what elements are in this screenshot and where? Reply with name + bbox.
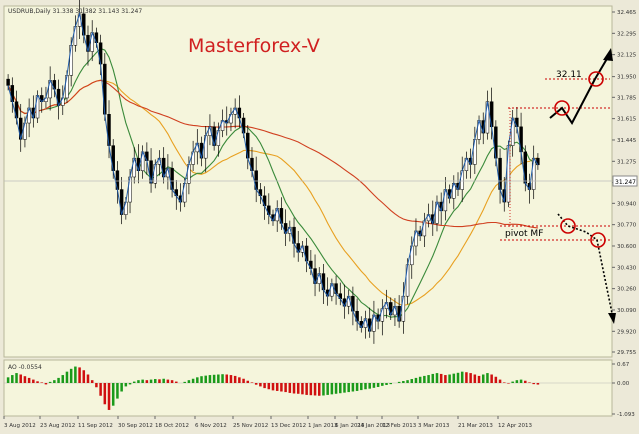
candle-body xyxy=(536,157,540,166)
x-tick-label: 1 Jan 2013 xyxy=(308,423,338,429)
y-tick-label: 31.445 xyxy=(617,138,637,144)
x-tick-label: 6 Nov 2012 xyxy=(195,423,227,429)
x-tick-label: 13 Dec 2012 xyxy=(271,423,306,429)
x-tick-label: 6 Jan 2013 xyxy=(335,423,365,429)
y-tick-label: 31.615 xyxy=(617,117,637,123)
price-panel xyxy=(3,5,613,358)
x-tick-label: 12 Feb 2013 xyxy=(382,423,417,429)
y-tick-label: 30.600 xyxy=(617,244,637,250)
y-tick-label: 31.785 xyxy=(617,95,637,101)
y-tick-label: 29.755 xyxy=(617,350,637,356)
ao-label: AO -0.0554 xyxy=(8,364,42,371)
x-axis: 3 Aug 2012 23 Aug 2012 11 Sep 2012 30 Sep 2… xyxy=(3,416,533,429)
close-line xyxy=(7,11,539,334)
y-tick-label: 29.920 xyxy=(617,329,637,335)
x-tick-label: 11 Sep 2012 xyxy=(78,423,113,429)
y-tick-label: 32.465 xyxy=(617,10,637,16)
y-tick-label: 30.940 xyxy=(617,201,637,207)
ma-fast xyxy=(7,47,538,318)
x-tick-label: 23 Aug 2012 xyxy=(40,423,75,429)
x-tick-label: 18 Oct 2012 xyxy=(155,423,189,429)
current-price-box xyxy=(612,175,638,187)
y-tick-label: 30.770 xyxy=(617,223,637,229)
bearish-arrowhead xyxy=(608,313,616,324)
circle-marker-2 xyxy=(588,71,604,87)
x-tick-label: 24 Jan 2013 xyxy=(357,423,390,429)
x-tick-label: 25 Nov 2012 xyxy=(233,423,268,429)
circle-marker-1 xyxy=(554,100,570,116)
x-tick-label: 21 Mar 2013 xyxy=(458,423,493,429)
chart-header: USDRUB,Daily 31.338 31.382 31.143 31.247 xyxy=(8,8,142,15)
moving-averages xyxy=(7,47,539,318)
ma-long xyxy=(7,79,538,229)
pivot-label: pivot MF xyxy=(505,229,543,239)
y-tick-label: 30.260 xyxy=(617,287,637,293)
y-tick-label: 30.090 xyxy=(617,308,637,314)
ao-bars xyxy=(6,366,540,410)
y-tick-label: 32.125 xyxy=(617,53,637,59)
price-line xyxy=(7,11,539,334)
bullish-scenario-arrow xyxy=(549,56,609,125)
ao-tick-label: -1.093 xyxy=(617,412,635,418)
x-tick-label: 30 Sep 2012 xyxy=(118,423,153,429)
y-tick-label: 32.295 xyxy=(617,31,637,37)
current-price-label: 31.247 xyxy=(615,179,636,186)
x-tick-label: 12 Apr 2013 xyxy=(498,423,533,429)
y-tick-label: 31.275 xyxy=(617,159,637,165)
ao-tick-label: 0.00 xyxy=(617,381,630,387)
x-tick-label: 3 Aug 2012 xyxy=(4,423,36,429)
bullish-arrowhead xyxy=(603,48,613,61)
y-tick-label: 30.430 xyxy=(617,265,637,271)
circle-marker-4 xyxy=(590,232,606,248)
watermark: Masterforex-V xyxy=(188,35,320,57)
candle-body xyxy=(6,78,10,86)
level-label: 32.11 xyxy=(556,70,582,80)
indicator-panel xyxy=(3,359,613,417)
circle-marker-3 xyxy=(560,218,576,234)
y-tick-label: 31.950 xyxy=(617,75,637,81)
ao-tick-label: 0.67 xyxy=(617,362,630,368)
x-tick-label: 3 Mar 2013 xyxy=(418,423,450,429)
